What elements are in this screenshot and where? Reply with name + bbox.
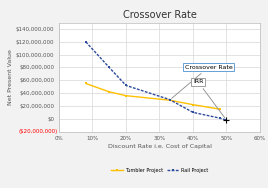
Title: Crossover Rate: Crossover Rate — [122, 10, 196, 20]
Rail Project — [218, 117, 221, 119]
Rail Project — [84, 41, 87, 43]
X-axis label: Discount Rate i.e. Cost of Capital: Discount Rate i.e. Cost of Capital — [107, 144, 211, 149]
Tumbler Project — [124, 95, 128, 97]
Rail Project — [168, 98, 171, 101]
Text: ($20,000,000): ($20,000,000) — [18, 129, 57, 134]
Legend: Tumbler Project, Rail Project: Tumbler Project, Rail Project — [109, 166, 210, 175]
Tumbler Project — [84, 82, 87, 85]
Text: IRR: IRR — [193, 80, 225, 118]
Line: Tumbler Project: Tumbler Project — [84, 82, 221, 111]
Line: Rail Project: Rail Project — [84, 40, 228, 121]
Rail Project — [225, 119, 228, 121]
Tumbler Project — [218, 108, 221, 110]
Tumbler Project — [168, 99, 171, 101]
Tumbler Project — [107, 91, 111, 93]
Rail Project — [191, 111, 195, 114]
Tumbler Project — [191, 104, 195, 106]
Text: Crossover Rate: Crossover Rate — [172, 65, 232, 98]
Rail Project — [124, 84, 128, 86]
Y-axis label: Net Present Value: Net Present Value — [8, 49, 13, 105]
Rail Project — [107, 66, 111, 69]
